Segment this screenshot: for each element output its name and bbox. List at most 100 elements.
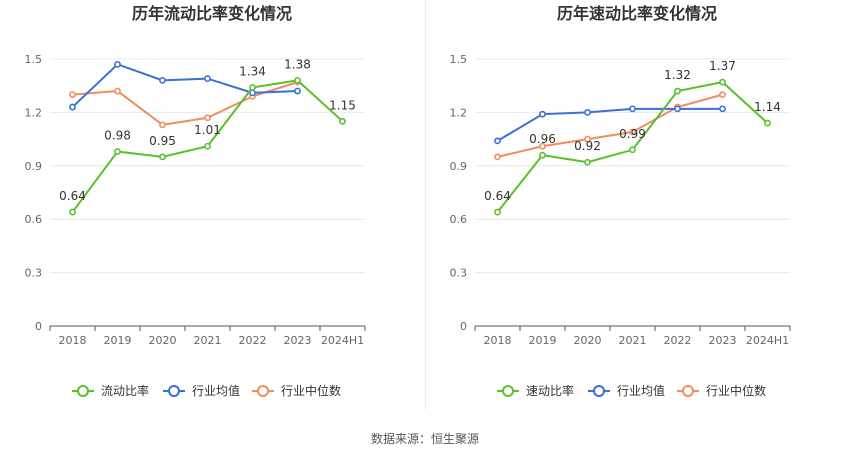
legend-label: 流动比率 [101, 383, 149, 398]
data-point-average [584, 109, 591, 116]
data-point-company [629, 146, 636, 154]
x-tick-label: 2020 [149, 334, 177, 347]
chart-title: 历年流动比率变化情况 [132, 4, 292, 23]
data-label: 1.01 [194, 123, 221, 137]
x-tick-label: 2019 [529, 334, 557, 347]
legend-item-company: 流动比率 [72, 383, 149, 398]
data-point-median [539, 142, 546, 150]
y-tick-label: 0.6 [450, 213, 468, 226]
data-point-company [539, 151, 546, 159]
data-point-median [719, 91, 726, 98]
x-tick-label: 2023 [284, 334, 312, 347]
x-tick-label: 2021 [194, 334, 222, 347]
data-point-company [249, 84, 256, 91]
data-point-median [114, 87, 121, 95]
data-point-median [69, 91, 76, 98]
data-point-median [204, 114, 211, 122]
series-line-median [497, 93, 723, 158]
data-point-average [494, 137, 501, 145]
data-label: 1.15 [329, 98, 356, 112]
legend-marker [257, 385, 269, 397]
data-point-average [69, 103, 76, 111]
series-line-average [71, 63, 298, 108]
data-point-average [204, 75, 211, 82]
data-label: 0.96 [529, 132, 556, 146]
current-ratio-chart: 历年流动比率变化情况 0 0.3 0.6 0.9 1.2 1.5 2018 2019 2020 20… [25, 4, 366, 398]
data-label: 1.14 [754, 100, 781, 114]
legend-item-median: 行业中位数 [677, 383, 766, 398]
legend-label: 行业中位数 [706, 383, 766, 398]
data-label: 0.64 [484, 189, 511, 203]
x-tick-label: 2020 [574, 334, 602, 347]
chart-title: 历年速动比率变化情况 [557, 4, 717, 23]
data-source-footer: 数据来源：恒生聚源 [370, 432, 479, 446]
legend-marker [77, 385, 89, 397]
legend-label: 行业均值 [192, 383, 240, 398]
legend-label: 行业中位数 [281, 383, 341, 398]
y-tick-label: 1.5 [25, 53, 43, 66]
chart-divider [425, 0, 426, 410]
legend-marker [682, 385, 694, 397]
data-point-company [159, 153, 166, 161]
x-tick-label: 2021 [619, 334, 647, 347]
data-label: 0.95 [149, 134, 176, 148]
x-tick-label: 2023 [709, 334, 737, 347]
y-tick-label: 0 [460, 320, 467, 333]
data-point-company [339, 117, 346, 125]
y-tick-label: 0.3 [25, 267, 43, 280]
series-line-average [496, 107, 723, 142]
data-point-company [204, 142, 211, 150]
data-point-average [539, 110, 546, 118]
y-tick-label: 1.5 [450, 53, 468, 66]
data-point-average [114, 60, 121, 68]
data-point-company [719, 78, 726, 86]
data-point-median [494, 153, 501, 161]
legend-item-average: 行业均值 [588, 383, 665, 398]
data-label: 1.32 [664, 68, 691, 82]
data-label: 0.98 [104, 129, 131, 143]
data-point-average [294, 87, 301, 95]
data-point-average [159, 76, 166, 84]
data-point-company [294, 76, 301, 84]
legend-label: 行业均值 [617, 383, 665, 398]
legend-marker [593, 385, 605, 397]
data-label: 1.37 [709, 59, 736, 73]
data-point-company [114, 148, 121, 155]
data-point-average [629, 105, 636, 113]
quick-ratio-chart: 历年速动比率变化情况 0 0.3 0.6 0.9 1.2 1.5 2018 2019 2020 20… [450, 4, 791, 398]
legend-marker [502, 385, 514, 397]
y-tick-label: 1.2 [450, 106, 468, 119]
x-tick-label: 2018 [59, 334, 87, 347]
y-tick-label: 0.9 [450, 160, 468, 173]
legend-marker [168, 385, 180, 397]
legend-item-company: 速动比率 [497, 383, 574, 398]
x-tick-label: 2022 [664, 334, 692, 347]
data-label: 1.38 [284, 57, 311, 71]
x-tick-label: 2019 [104, 334, 132, 347]
series-line-median [72, 81, 298, 126]
y-tick-label: 0.9 [25, 160, 43, 173]
data-label: 0.92 [574, 139, 601, 153]
data-point-company [584, 158, 591, 166]
x-tick-label: 2024H1 [746, 334, 789, 347]
data-point-median [629, 128, 636, 136]
data-point-company [764, 119, 771, 127]
data-point-median [584, 135, 591, 143]
y-tick-label: 0 [35, 320, 42, 333]
x-tick-label: 2018 [484, 334, 512, 347]
legend-item-median: 行业中位数 [252, 383, 341, 398]
data-point-average [719, 105, 726, 113]
legend-label: 速动比率 [526, 383, 574, 398]
y-tick-label: 0.6 [25, 213, 43, 226]
data-label: 0.64 [59, 189, 86, 203]
y-tick-label: 0.3 [450, 267, 468, 280]
data-point-company [69, 208, 76, 216]
legend-item-average: 行业均值 [163, 383, 240, 398]
data-point-average [674, 105, 681, 113]
x-tick-label: 2022 [239, 334, 267, 347]
x-tick-label: 2024H1 [321, 334, 364, 347]
data-point-company [674, 87, 681, 95]
data-point-company [494, 208, 501, 216]
data-label: 1.34 [239, 64, 266, 78]
data-point-median [159, 121, 166, 129]
